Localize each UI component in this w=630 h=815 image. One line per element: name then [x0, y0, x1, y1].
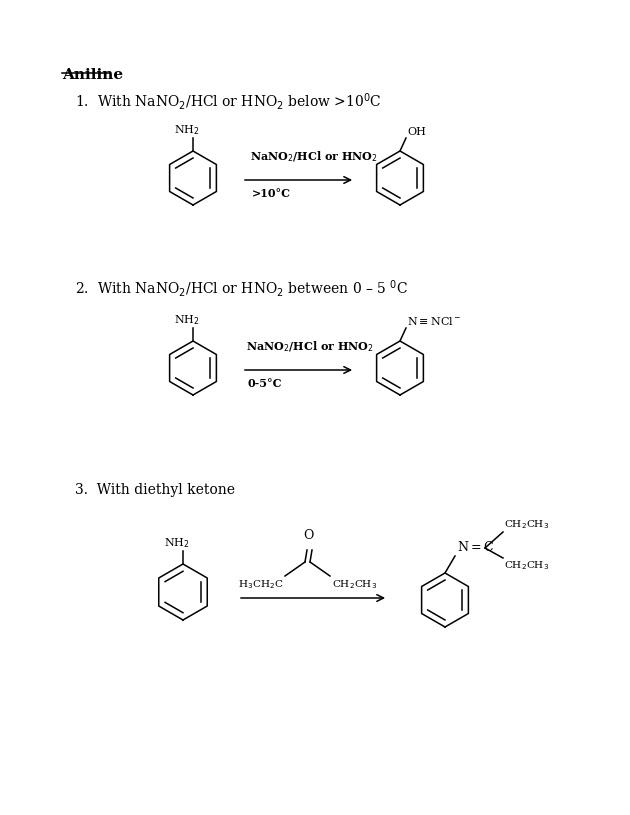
Text: 3.  With diethyl ketone: 3. With diethyl ketone [75, 483, 235, 497]
Text: OH: OH [407, 127, 426, 137]
Text: O: O [303, 529, 313, 542]
Text: 2.  With NaNO$_2$/HCl or HNO$_2$ between 0 – 5 $^0$C: 2. With NaNO$_2$/HCl or HNO$_2$ between … [75, 278, 408, 299]
Text: H$_3$CH$_2$C: H$_3$CH$_2$C [238, 578, 283, 591]
Text: NaNO$_2$/HCl or HNO$_2$: NaNO$_2$/HCl or HNO$_2$ [250, 149, 378, 164]
Text: CH$_2$CH$_3$: CH$_2$CH$_3$ [332, 578, 377, 591]
Text: NH$_2$: NH$_2$ [164, 536, 190, 550]
Text: N$\equiv$NCl$^-$: N$\equiv$NCl$^-$ [407, 315, 461, 327]
Text: 1.  With NaNO$_2$/HCl or HNO$_2$ below >10$^0$C: 1. With NaNO$_2$/HCl or HNO$_2$ below >1… [75, 91, 382, 112]
Text: 0-5°C: 0-5°C [248, 378, 282, 389]
Text: Aniline: Aniline [62, 68, 123, 82]
Text: N$=$C: N$=$C [457, 540, 494, 554]
Text: CH$_2$CH$_3$: CH$_2$CH$_3$ [504, 518, 549, 531]
Text: NH$_2$: NH$_2$ [174, 313, 200, 327]
Text: >10°C: >10°C [252, 188, 291, 199]
Text: NaNO$_2$/HCl or HNO$_2$: NaNO$_2$/HCl or HNO$_2$ [246, 339, 374, 354]
Text: NH$_2$: NH$_2$ [174, 123, 200, 137]
Text: CH$_2$CH$_3$: CH$_2$CH$_3$ [504, 559, 549, 572]
